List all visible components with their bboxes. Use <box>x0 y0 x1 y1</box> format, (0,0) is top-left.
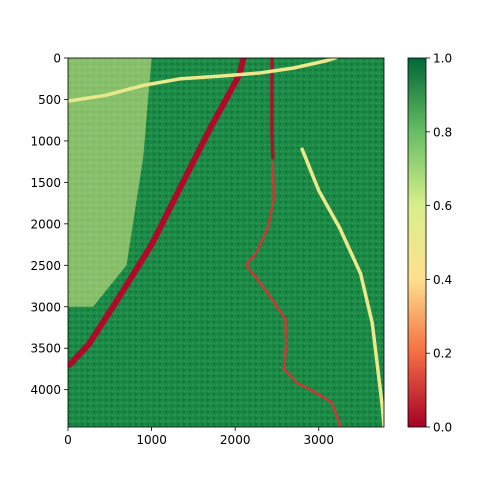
feature-urban-area <box>68 58 152 307</box>
y-tick-label: 500 <box>38 93 61 107</box>
heatmap-features <box>68 58 384 427</box>
x-tick-label: 3000 <box>304 433 335 447</box>
colorbar-tick-label: 1.0 <box>433 52 452 66</box>
colorbar-tick-label: 0.8 <box>433 125 452 139</box>
x-axis: 0 1000 2000 3000 <box>64 427 334 447</box>
y-tick-label: 4000 <box>30 383 61 397</box>
feature-light-road-right <box>300 147 384 427</box>
feature-highway <box>68 58 247 368</box>
heatmap-image <box>68 58 384 427</box>
x-tick-label: 1000 <box>136 433 167 447</box>
colorbar-tick-label: 0.4 <box>433 273 452 287</box>
y-tick-label: 1500 <box>30 176 61 190</box>
y-tick-label: 3500 <box>30 342 61 356</box>
y-tick-label: 1000 <box>30 134 61 148</box>
y-tick-label: 2000 <box>30 217 61 231</box>
y-axis: 0 500 1000 1500 2000 2500 3000 3500 4000 <box>30 52 68 397</box>
colorbar-bar <box>407 57 427 428</box>
plot-frame <box>67 57 385 428</box>
colorbar-tick-label: 0.6 <box>433 199 452 213</box>
x-tick-label: 0 <box>64 433 72 447</box>
colorbar: 0.0 0.2 0.4 0.6 0.8 1.0 <box>407 52 452 435</box>
y-tick-label: 2500 <box>30 259 61 273</box>
x-tick-label: 2000 <box>220 433 251 447</box>
feature-river <box>244 160 342 427</box>
y-tick-label: 0 <box>53 52 61 66</box>
y-tick-label: 3000 <box>30 300 61 314</box>
feature-vertical-road <box>270 58 275 160</box>
colorbar-tick-label: 0.2 <box>433 347 452 361</box>
colorbar-ticks: 0.0 0.2 0.4 0.6 0.8 1.0 <box>426 52 452 435</box>
colorbar-tick-label: 0.0 <box>433 421 452 435</box>
